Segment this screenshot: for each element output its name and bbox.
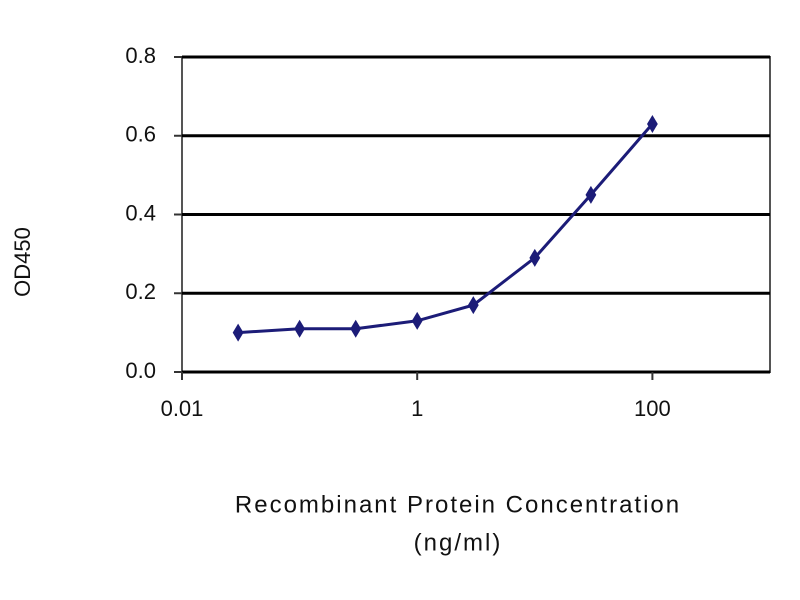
data-point	[232, 323, 244, 342]
x-tick-label: 100	[634, 396, 671, 421]
x-axis-label: Recombinant Protein Concentration	[235, 491, 681, 518]
y-axis-label: OD450	[10, 227, 35, 297]
data-point	[411, 311, 423, 330]
data-point	[467, 296, 479, 315]
data-line	[238, 122, 654, 335]
y-tick-label: 0.2	[125, 279, 156, 304]
x-tick-label: 0.01	[161, 396, 204, 421]
y-tick-label: 0.0	[125, 358, 156, 383]
data-point	[529, 248, 541, 267]
data-point	[294, 319, 305, 338]
y-tick-label: 0.6	[125, 122, 156, 147]
y-tick-label: 0.4	[125, 200, 156, 225]
x-tick-label: 1	[411, 396, 423, 421]
x-axis-label-unit: (ng/ml)	[414, 529, 503, 556]
data-point	[350, 319, 362, 338]
y-tick-label: 0.8	[125, 43, 156, 68]
data-point	[585, 185, 597, 204]
data-point	[647, 114, 658, 133]
